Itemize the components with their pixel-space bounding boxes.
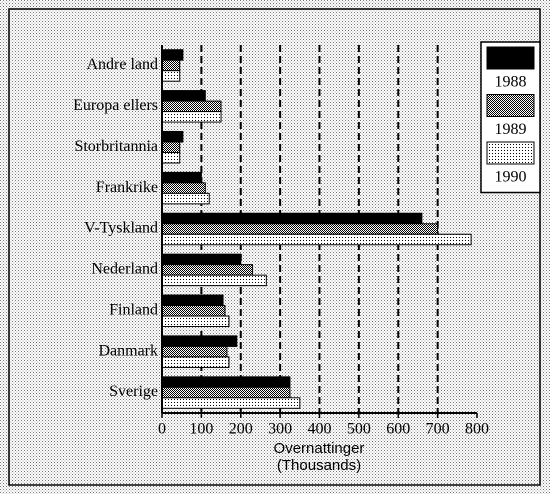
- legend-swatch: [486, 46, 535, 70]
- legend-swatch: [486, 141, 535, 165]
- bar: [161, 223, 439, 235]
- bar: [161, 171, 202, 184]
- bar: [161, 356, 230, 368]
- bar: [161, 315, 230, 328]
- legend-swatch: [486, 94, 535, 117]
- bar: [161, 59, 181, 72]
- x-tick-label: 400: [308, 421, 332, 438]
- y-tick-label: V-Tyskland: [84, 220, 158, 237]
- bar: [161, 130, 184, 143]
- bar: [161, 345, 228, 358]
- bar: [161, 397, 301, 409]
- x-axis-label: (Thousands): [277, 457, 361, 474]
- frame: [8, 8, 541, 486]
- legend-label: 1990: [495, 169, 527, 186]
- bar: [161, 253, 242, 266]
- x-tick-label: 600: [386, 421, 410, 438]
- bar: [161, 274, 267, 287]
- bar: [161, 100, 222, 113]
- bar: [161, 49, 184, 61]
- bar: [161, 192, 210, 205]
- y-tick-label: Andre land: [86, 56, 158, 73]
- x-tick-label: 100: [189, 421, 213, 438]
- y-tick-label: Finland: [109, 301, 158, 318]
- x-axis-label: Overnattinger: [274, 440, 365, 457]
- x-tick-label: 200: [229, 421, 253, 438]
- x-tick-label: 300: [268, 421, 292, 438]
- bar: [161, 294, 224, 307]
- x-tick-label: 500: [347, 421, 371, 438]
- bar: [161, 151, 181, 164]
- y-tick-label: Nederland: [91, 261, 158, 278]
- y-tick-label: Storbritannia: [74, 138, 158, 155]
- legend-label: 1988: [495, 74, 527, 91]
- bar: [161, 264, 254, 276]
- y-tick-label: Danmark: [98, 342, 158, 359]
- bar: [161, 212, 423, 225]
- bar: [161, 233, 472, 246]
- bar: [161, 70, 181, 82]
- bar: [161, 335, 238, 347]
- bar: [161, 111, 222, 123]
- x-tick-label: 700: [426, 421, 450, 438]
- bar: [161, 90, 206, 102]
- bar: [161, 386, 291, 399]
- bar: [161, 182, 206, 194]
- bar: [161, 305, 226, 317]
- x-tick-label: 0: [158, 421, 166, 438]
- legend-label: 1989: [495, 121, 527, 138]
- bar: [161, 376, 291, 388]
- y-tick-label: Sverige: [109, 383, 158, 400]
- bar: [161, 141, 181, 153]
- y-tick-label: Frankrike: [96, 179, 158, 196]
- x-tick-label: 800: [465, 421, 489, 438]
- y-tick-label: Europa ellers: [73, 97, 158, 114]
